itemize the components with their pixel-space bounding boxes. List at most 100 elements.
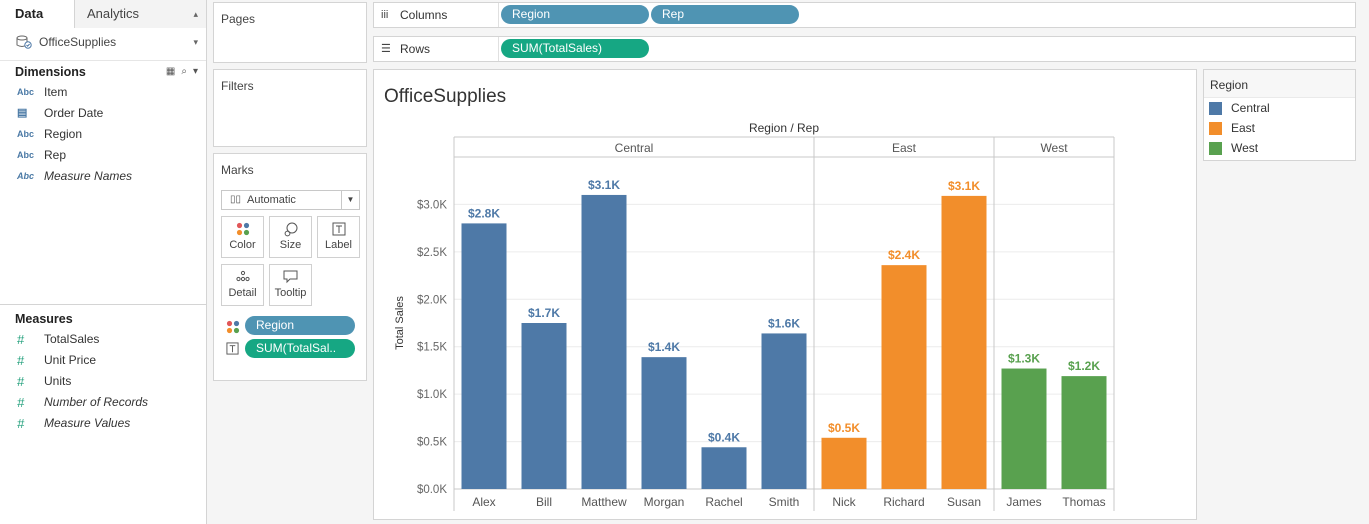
region-header-label: West: [1040, 141, 1068, 155]
legend-item[interactable]: West: [1204, 138, 1355, 158]
legend-item[interactable]: Central: [1204, 98, 1355, 118]
tab-analytics-label: Analytics: [87, 6, 140, 21]
legend-swatch: [1209, 121, 1222, 135]
rows-pill-sum-totalsales[interactable]: SUM(TotalSales): [501, 39, 649, 58]
y-tick-label: $2.5K: [417, 247, 447, 259]
bar-data-label: $0.4K: [708, 430, 740, 444]
bar-data-label: $3.1K: [588, 178, 620, 192]
label-sum-pill[interactable]: SUM(TotalSal..: [245, 339, 355, 358]
measure-field-name: Units: [44, 374, 72, 388]
rows-label-text: Rows: [400, 42, 431, 56]
measure-field-name: TotalSales: [44, 332, 100, 346]
mark-type-dropdown[interactable]: ▯▯ Automatic ▼: [221, 190, 360, 210]
data-pane: Data Analytics ▴ ▾ OfficeSupplies Dimensi…: [0, 0, 207, 524]
filters-title: Filters: [221, 79, 254, 93]
color-region-pill[interactable]: Region: [245, 316, 355, 335]
dimension-field[interactable]: ▤ Order Date: [0, 103, 206, 124]
pages-card[interactable]: Pages: [213, 2, 367, 63]
tooltip-button[interactable]: Tooltip: [269, 264, 312, 306]
number-type-icon: #: [17, 332, 25, 347]
label-button[interactable]: Label: [317, 216, 360, 258]
legend-swatch: [1209, 101, 1222, 115]
color-icon: [222, 217, 263, 239]
number-type-icon: #: [17, 353, 25, 368]
measure-field[interactable]: # Units: [0, 371, 206, 392]
dimension-field[interactable]: Abc Rep: [0, 145, 206, 166]
legend-item-label: East: [1231, 121, 1256, 135]
pane-tabs: Data Analytics ▴ ▾: [0, 0, 206, 47]
bar: [641, 357, 687, 489]
dimension-field-name: Item: [44, 85, 68, 99]
bar: [1061, 376, 1107, 489]
dimension-field[interactable]: Abc Item: [0, 82, 206, 103]
tab-data[interactable]: Data: [0, 0, 75, 28]
bar-data-label: $3.1K: [948, 179, 980, 193]
legend-item[interactable]: East: [1204, 118, 1355, 138]
color-label: Color: [229, 239, 256, 251]
bar: [1001, 368, 1047, 489]
datasource-item[interactable]: OfficeSupplies: [0, 28, 206, 56]
measure-field[interactable]: # Unit Price: [0, 350, 206, 371]
filters-card[interactable]: Filters: [213, 69, 367, 147]
view-list-icon[interactable]: ▦: [165, 66, 176, 77]
x-tick-label: Richard: [883, 495, 924, 509]
legend-title: Region: [1204, 70, 1355, 98]
dimension-field-name: Order Date: [44, 106, 104, 120]
bar-data-label: $0.5K: [828, 421, 860, 435]
datasource-icon: [16, 35, 32, 49]
y-tick-label: $0.0K: [417, 484, 447, 496]
pages-title: Pages: [221, 12, 256, 26]
measure-field-name: Measure Values: [44, 416, 131, 430]
size-icon: [270, 217, 311, 239]
bar-data-label: $1.3K: [1008, 352, 1040, 366]
rows-shelf[interactable]: ☰ Rows SUM(TotalSales): [373, 36, 1356, 62]
measure-field[interactable]: # TotalSales: [0, 329, 206, 350]
bar-chart: Region / Rep $0.0K $0.5K $1.0K $1.5K $2.0K $2.…: [394, 121, 1115, 511]
measure-field[interactable]: # Measure Values: [0, 413, 206, 434]
number-type-icon: #: [17, 416, 25, 431]
size-button[interactable]: Size: [269, 216, 312, 258]
dimension-field[interactable]: Abc Region: [0, 124, 206, 145]
x-tick-label: Bill: [536, 495, 552, 509]
color-button[interactable]: Color: [221, 216, 264, 258]
columns-shelf-label: iii Columns: [374, 3, 499, 27]
tooltip-label: Tooltip: [274, 287, 307, 299]
search-icon[interactable]: ⌕: [181, 66, 187, 77]
measures-title: Measures: [15, 312, 73, 326]
x-tick-label: Nick: [832, 495, 856, 509]
dimension-field[interactable]: Abc Measure Names: [0, 166, 206, 187]
dimension-field-name: Rep: [44, 148, 67, 162]
columns-pill-rep[interactable]: Rep: [651, 5, 799, 24]
label-icon: [318, 217, 359, 239]
string-type-icon: Abc: [17, 87, 35, 97]
x-tick-label: Thomas: [1062, 495, 1105, 509]
tab-analytics[interactable]: Analytics ▴ ▾: [75, 0, 206, 47]
spinner-icon[interactable]: ▴ ▾: [193, 9, 198, 47]
y-axis-label: Total Sales: [394, 296, 406, 350]
number-type-icon: #: [17, 374, 25, 389]
dimensions-header: Dimensions ▦ ⌕ ▾: [0, 60, 206, 82]
y-tick-label: $1.5K: [417, 342, 447, 354]
legend-items: Central East West: [1204, 98, 1355, 158]
x-tick-label: Matthew: [581, 495, 627, 509]
dimensions-list: Abc Item ▤ Order Date Abc Region Abc Rep Abc Meas…: [0, 82, 206, 187]
number-type-icon: #: [17, 395, 25, 410]
columns-label-text: Columns: [400, 8, 448, 22]
string-type-icon: Abc: [17, 129, 35, 139]
x-tick-label: Rachel: [705, 495, 742, 509]
mark-type-value: Automatic: [247, 194, 296, 206]
detail-label: Detail: [228, 287, 257, 299]
dimension-field-name: Region: [44, 127, 83, 141]
dimensions-title: Dimensions: [15, 65, 86, 79]
rows-icon: ☰: [381, 43, 391, 55]
columns-pill-region[interactable]: Region: [501, 5, 649, 24]
columns-shelf[interactable]: iii Columns Region Rep: [373, 2, 1356, 28]
detail-button[interactable]: Detail: [221, 264, 264, 306]
bar-data-label: $1.2K: [1068, 359, 1100, 373]
legend-item-label: Central: [1231, 101, 1270, 115]
bar-data-label: $2.4K: [888, 248, 920, 262]
chevron-down-icon[interactable]: ▾: [192, 66, 198, 77]
measure-field[interactable]: # Number of Records: [0, 392, 206, 413]
bar: [761, 333, 807, 489]
chart-super-title: Region / Rep: [749, 121, 819, 135]
